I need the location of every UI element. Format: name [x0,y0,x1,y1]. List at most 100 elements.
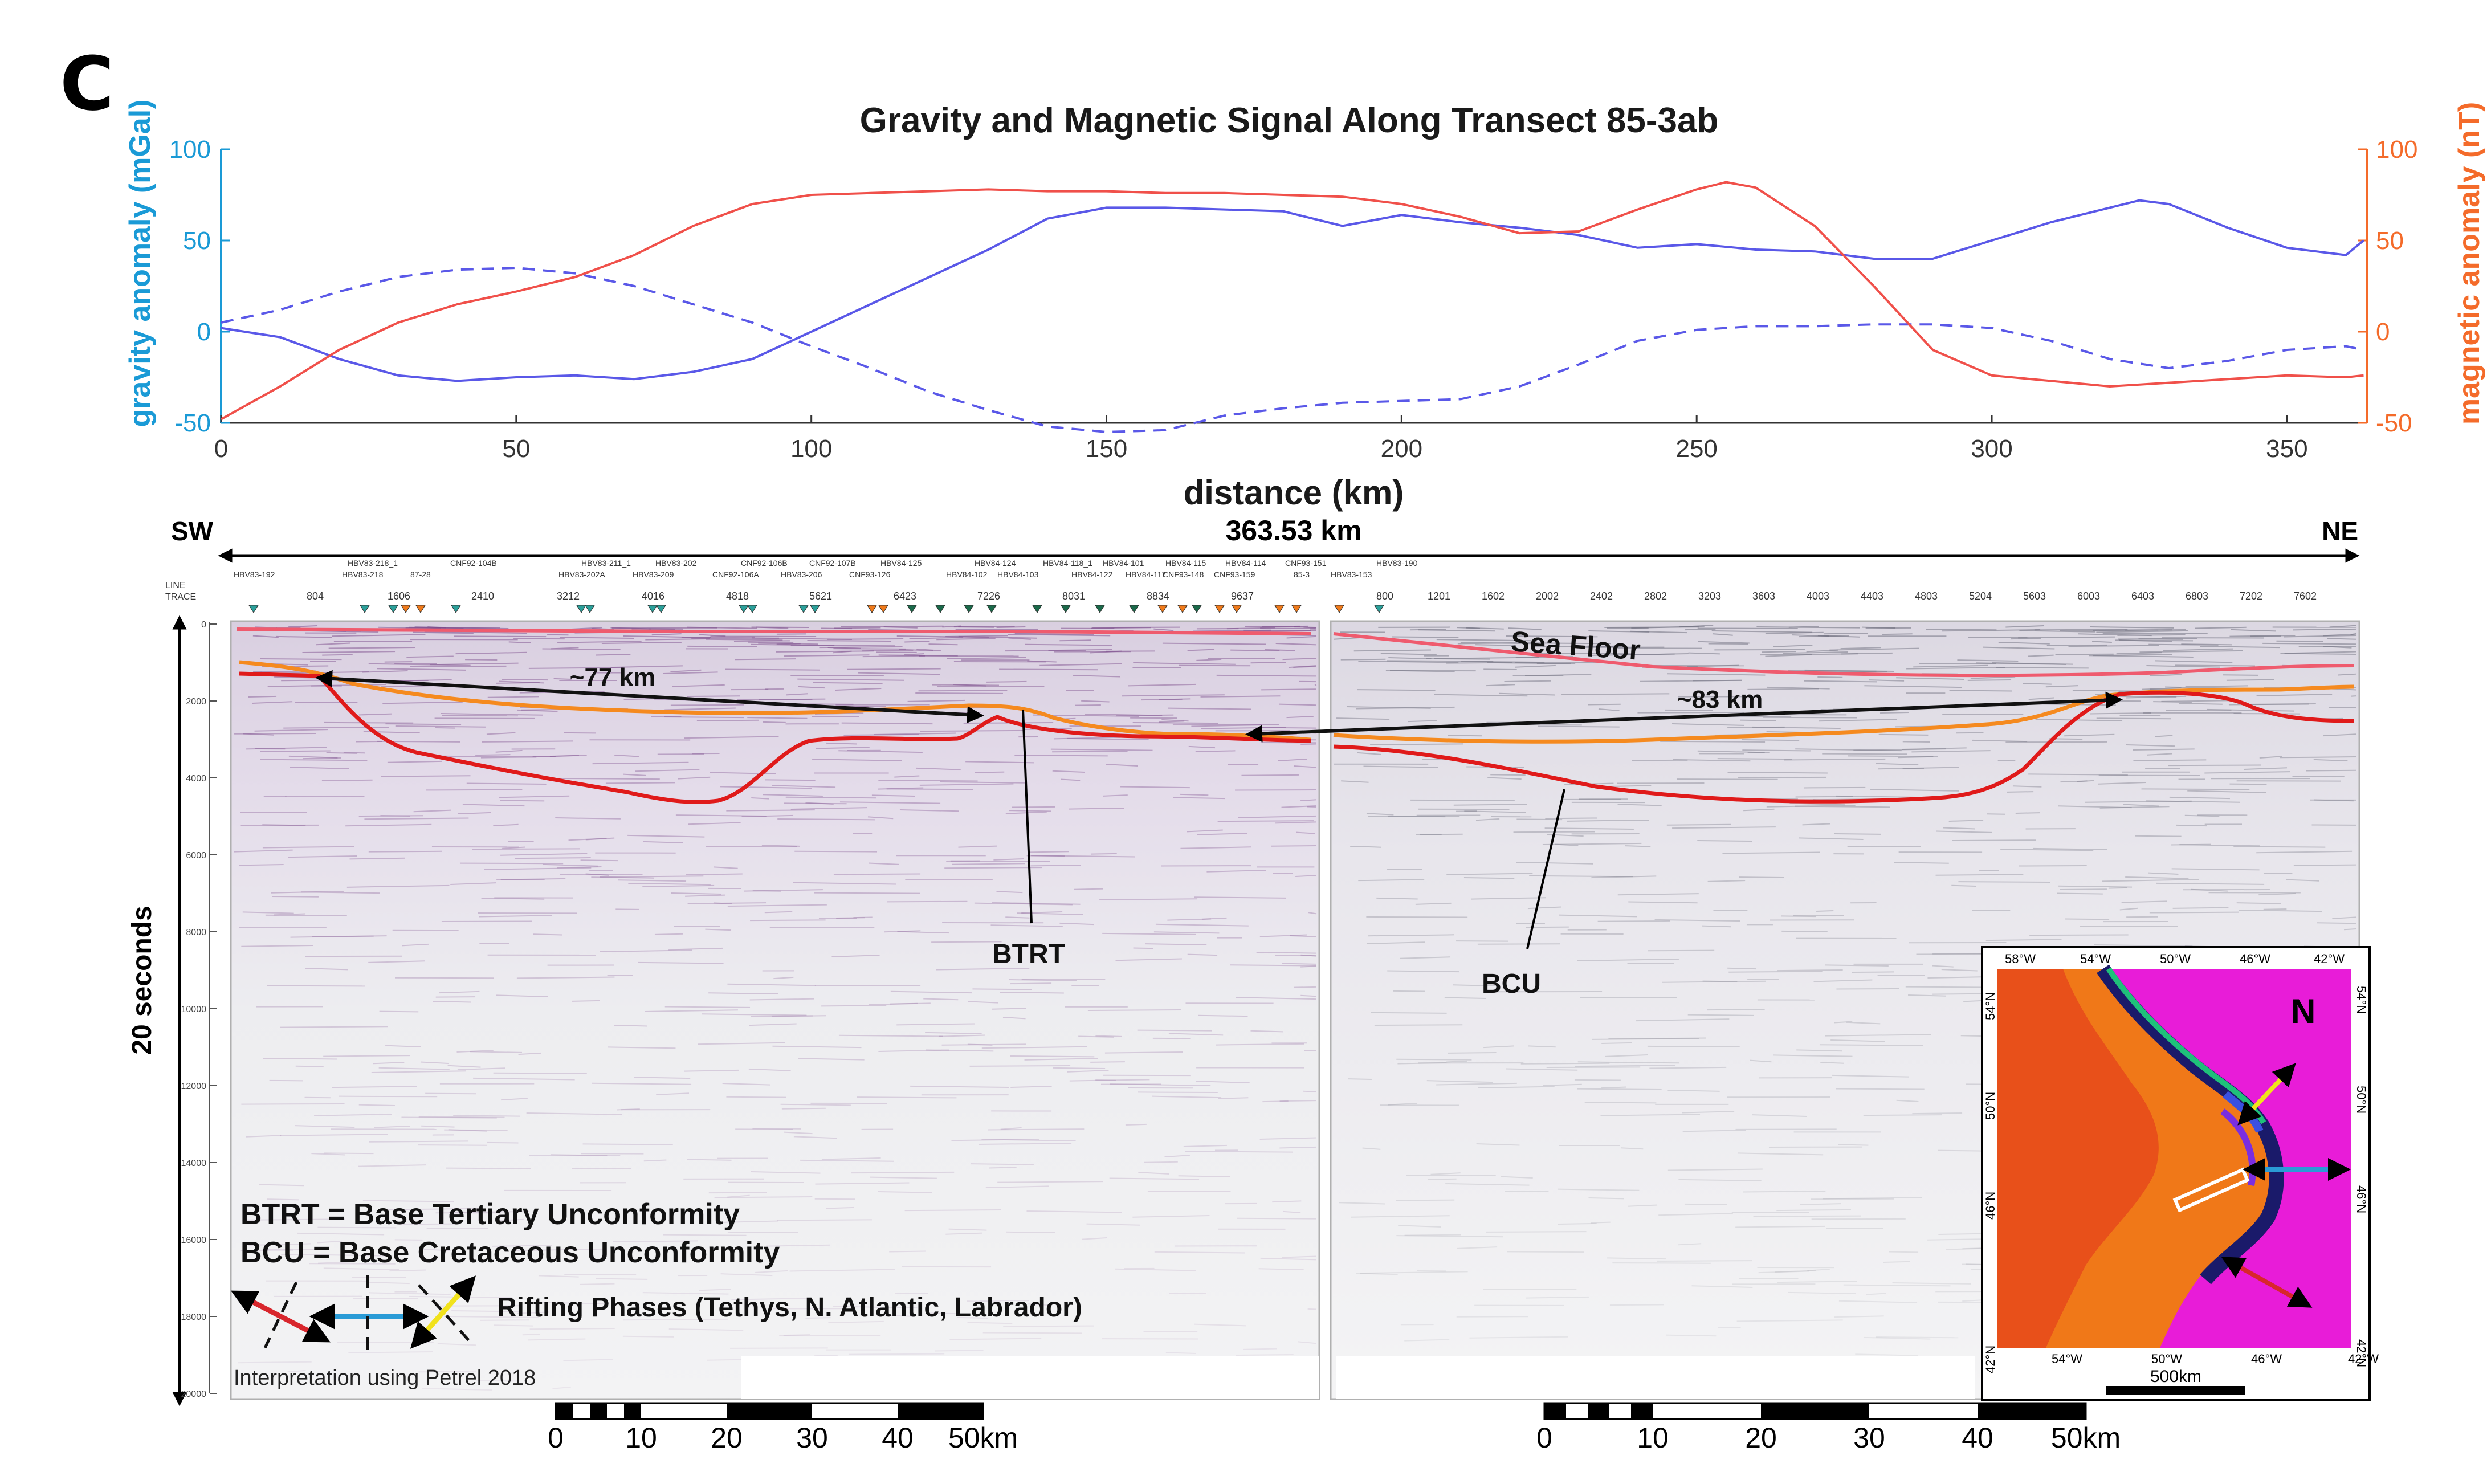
sea-floor-horizon-right [1333,632,2354,678]
reflector [406,655,454,658]
reflector [1876,763,1919,765]
depth-tick-label: 0 [201,620,206,630]
reflector [1678,1243,1702,1246]
reflector [1505,1191,1549,1192]
reflector [1000,1127,1022,1130]
line-names: HBV83-218_1 CNF92-104B HBV83-211_1 HBV83-20… [234,558,1418,579]
reflector [899,649,933,652]
reflector [915,692,1003,694]
reflector [1866,1293,1886,1295]
reflector [272,896,319,898]
reflector [1360,1271,1468,1274]
reflector [784,654,870,657]
reflector [1512,675,1564,676]
reflector [981,1139,1076,1141]
reflector [780,1103,851,1106]
reflector [522,1334,540,1336]
reflector [288,625,318,628]
reflector [1478,1086,1555,1088]
reflector [1180,846,1251,849]
reflector [1078,1035,1114,1038]
reflector [2338,673,2357,676]
reflector [985,1185,1049,1189]
depth-tick-label: 18000 [181,1312,207,1322]
reflector [518,1052,541,1055]
reflector [1788,670,1887,672]
reflector [1397,1062,1447,1065]
reflector [1363,765,1438,768]
reflector [1516,923,1545,925]
reflector [1936,830,1992,833]
reflector [1620,653,1689,656]
reflector [2149,911,2239,914]
y-tick-label-left: 100 [169,136,211,164]
reflector [317,1261,354,1264]
reflector [2327,638,2357,640]
reflector [2068,645,2159,647]
reflector [1555,843,1579,846]
line-name: HBV84-103 [997,570,1039,579]
reflector [234,733,316,735]
reflector [1104,1051,1183,1054]
reflector [260,750,331,752]
reflector [377,668,466,671]
reflector [1165,1352,1196,1354]
inset-north-label: N [2291,992,2315,1030]
sw-label: SW [171,516,214,546]
well-marker [986,605,997,613]
reflector [1804,669,1894,672]
reflector [559,637,634,639]
reflector [1609,1304,1664,1306]
reflector [1206,870,1266,873]
reflector [1153,628,1174,631]
reflector [951,1139,1039,1141]
reflector [1483,1045,1514,1049]
reflector [670,704,744,706]
reflector [617,1108,640,1111]
reflector [1799,635,1849,638]
inset-slope-band [2097,964,2284,1285]
reflector [263,1058,337,1060]
reflector [1777,969,1843,972]
reflector [2093,654,2172,657]
reflector [434,717,535,719]
reflector [992,902,1081,905]
reflector [1133,947,1153,949]
reflector [1834,1315,1884,1318]
y-tick-label-right: -50 [2376,409,2412,437]
reflector [751,643,835,646]
span-arrow-right [1245,691,2123,743]
reflector [1428,1178,1457,1180]
reflector [1275,955,1317,957]
scale-segment [1544,1403,1566,1419]
reflector [1756,626,1860,629]
reflector [1636,1018,1730,1022]
reflector [1067,737,1149,740]
reflector [1278,759,1307,761]
reflector [1998,641,2050,645]
reflector [2286,879,2319,882]
rift-symbol-tethys [231,1281,331,1349]
reflector [1948,820,1984,822]
reflector [1260,1257,1317,1261]
x-axis-label: distance (km) [1184,474,1404,512]
well-marker [360,605,370,613]
reflector [314,1114,392,1116]
reflector [1600,1114,1701,1116]
reflector [1236,997,1317,1000]
reflector [992,1008,1026,1010]
reflector [1258,1268,1304,1271]
reflector [368,663,471,666]
reflector [974,902,1073,906]
reflector [635,769,700,772]
reflector [826,1206,854,1209]
trace-number: 3603 [1752,590,1775,602]
reflector [967,1322,1013,1324]
well-markers [248,605,1384,613]
trace-number: 6423 [894,590,916,602]
reflector [610,665,683,668]
inset-lat-label-left: 42°N [1983,1346,1997,1373]
reflector [455,651,527,655]
reflector [1008,634,1111,637]
reflector [2156,882,2265,885]
